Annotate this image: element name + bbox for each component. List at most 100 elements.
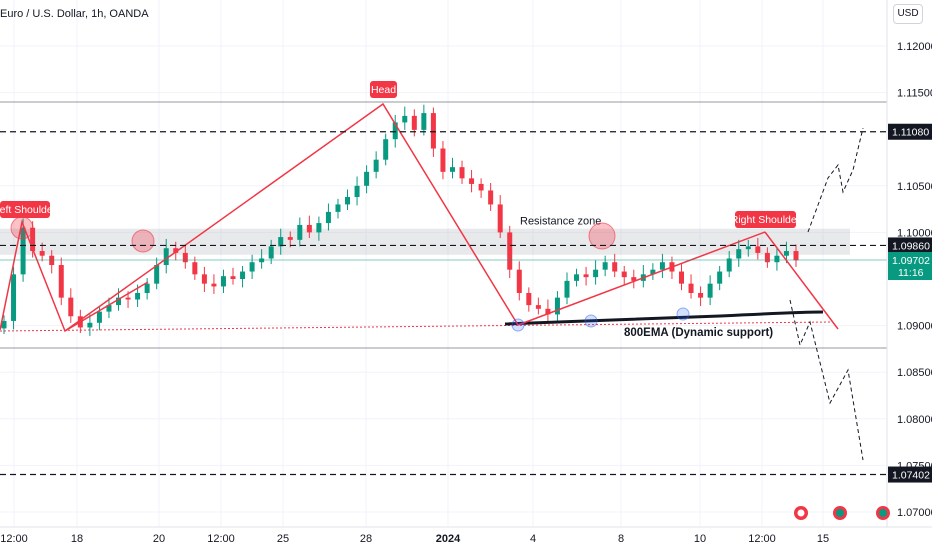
candle-body [554,297,560,315]
bullish-projection [807,127,864,233]
candle-body [125,297,131,300]
candle-body [106,305,112,312]
candle-body [20,227,26,275]
candle-body [306,224,312,233]
candle-body [745,246,751,250]
candle-body [583,274,589,278]
candle-body [764,252,770,263]
resistance-zone-label: Resistance zone [520,216,601,228]
candle-body [96,311,102,323]
candle-body [230,276,236,279]
x-tick-label: 12:00 [0,533,28,545]
candle-body [220,276,226,287]
svg-text:Right Shoulder: Right Shoulder [731,214,801,226]
y-tick-label: 1.07000 [897,507,932,519]
ema-label: 800EMA (Dynamic support) [624,327,773,339]
candle-body [182,252,188,263]
ema-line [504,310,824,326]
x-tick-label: 25 [277,533,289,545]
y-tick-label: 1.08500 [897,367,932,379]
x-tick-label: 4 [530,533,536,545]
neckline-rising [517,231,766,326]
x-tick-label: 12:00 [748,533,776,545]
candle-body [612,262,618,272]
candle-body [249,262,255,272]
candle-body [726,258,732,272]
candle-body [459,167,465,179]
x-tick-label: 8 [618,533,624,545]
candle-body [163,248,169,266]
candle-body [621,271,627,278]
candle-body [373,159,379,172]
left-shoulder-annotation: Left Shoulder [0,201,57,218]
time-axis[interactable]: 12:00 18 20 12:00 25 28 2024 4 8 10 12:00 15 [0,533,829,545]
candle-body [564,280,570,298]
candle-body [774,255,780,263]
candle-body [507,232,513,270]
candle-body [316,223,322,233]
event-icons[interactable] [794,506,890,520]
ema-touch-marker-3 [676,307,690,321]
candle-body [593,269,599,278]
candle-body [430,113,436,149]
candle-body [30,227,36,252]
candle-body [707,283,713,298]
currency-button[interactable]: USD [893,4,923,24]
candle-body [535,305,541,309]
candle-body [58,265,64,298]
x-tick-label: 2024 [436,533,461,545]
candle-body [201,274,207,284]
candle-body [68,297,74,317]
level-price-box [888,466,932,483]
svg-text:Left Shoulder: Left Shoulder [0,204,57,216]
svg-text:Head: Head [371,84,396,96]
candle-body [411,115,417,130]
y-tick-label: 1.10000 [897,227,932,239]
candle-body [736,249,742,259]
x-tick-label: 12:00 [207,533,235,545]
y-tick-label: 1.08000 [897,414,932,426]
level-price-label: 1.11080 [892,127,929,139]
x-tick-label: 10 [694,533,706,545]
candle-body [478,183,484,191]
candle-body [497,204,503,233]
candle-body [325,211,331,224]
last-price-label: 1.09702 [892,255,930,267]
candle-body [335,204,341,212]
candle-body [659,262,665,270]
left-shoulder-marker [10,216,34,240]
resistance-zone [0,228,850,255]
horizontal-levels [0,131,887,476]
candles [1,104,799,336]
grid [0,0,887,527]
candle-body [526,292,532,306]
level-price-label: 1.07402 [892,470,930,482]
candle-body [793,251,799,261]
candle-body [278,237,284,247]
level-price-box [888,123,932,140]
candle-body [192,262,198,275]
candle-body [87,322,93,328]
candle-body [154,265,160,284]
candle-body [421,113,427,130]
candle-body [783,251,789,256]
left-trendline [64,281,149,332]
candle-body [545,308,551,315]
candle-body [383,139,389,160]
candle-body [688,283,694,293]
ema-touch-marker-2 [584,314,598,328]
candle-body [469,178,475,184]
candle-body [440,148,446,172]
candle-body [755,246,761,253]
candle-body [574,274,580,281]
candle-body [11,274,17,321]
candle-body [345,196,351,205]
candle-body [268,246,274,259]
candle-body [354,185,360,197]
symbol-title: Euro / U.S. Dollar, 1h, OANDA [0,8,149,20]
y-tick-label: 1.12000 [897,41,932,53]
bearish-projection [789,299,864,461]
candle-body [240,271,246,279]
candle-body [211,283,217,287]
